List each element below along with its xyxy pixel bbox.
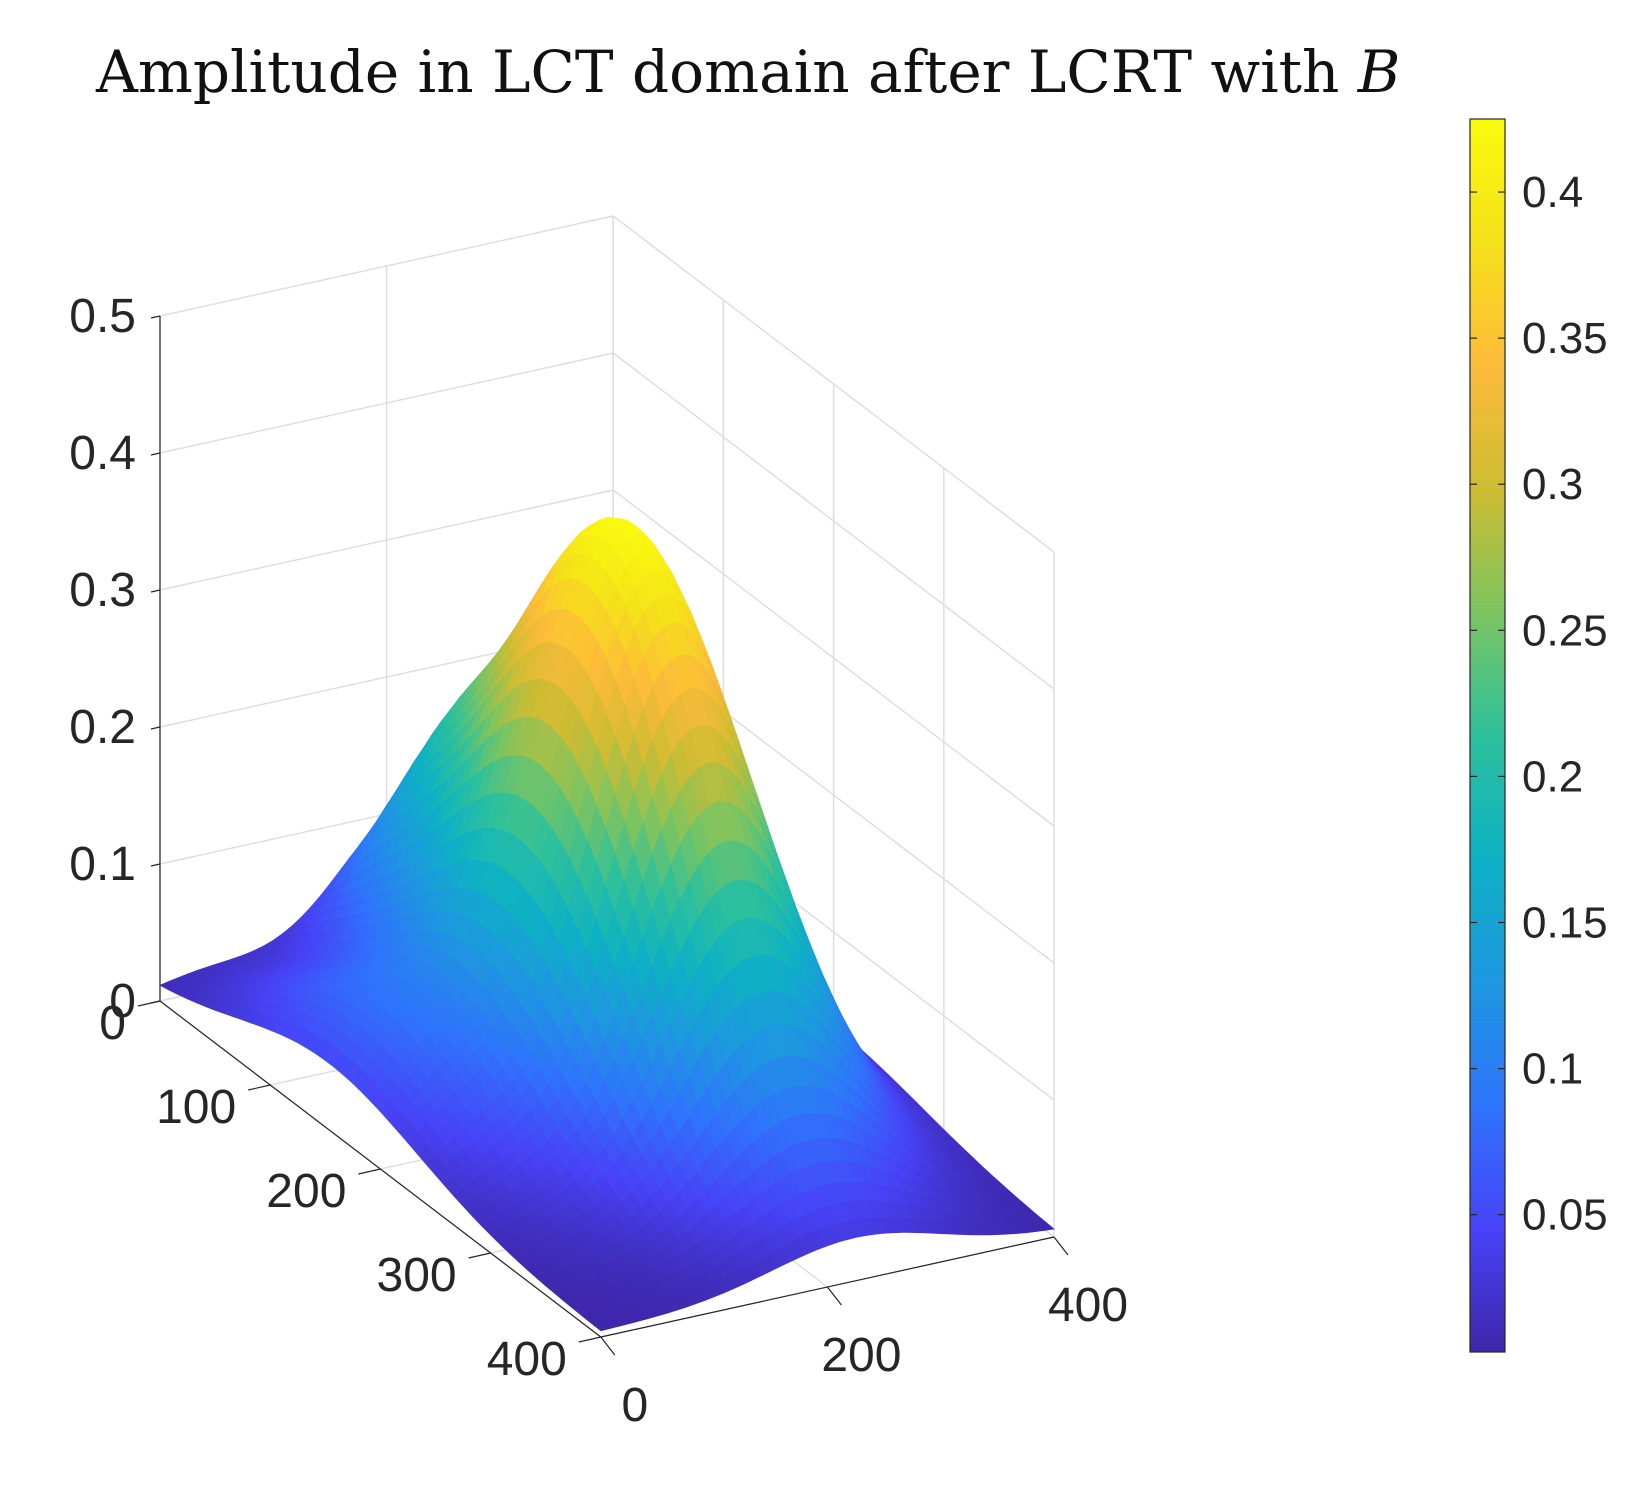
y-axis-tick (137, 1000, 161, 1007)
z-axis-tick (150, 315, 161, 319)
colorbar-tick-label: 0.05 (1522, 1191, 1608, 1240)
colorbar-tick-label: 0.3 (1522, 460, 1583, 509)
surface-patch (591, 1320, 611, 1332)
y-tick-label: 200 (266, 1165, 346, 1218)
y-tick-label: 0 (99, 997, 126, 1050)
x-axis-tick (600, 1336, 616, 1356)
x-tick-label: 0 (621, 1379, 648, 1432)
chart-title-main: Amplitude in LCT domain after LCRT with (95, 38, 1358, 106)
colorbar-gradient (1469, 118, 1506, 1353)
x-tick-label: 200 (821, 1329, 901, 1382)
y-tick-label: 400 (487, 1333, 567, 1386)
z-axis-tick (150, 452, 161, 456)
y-axis-tick (578, 1336, 601, 1343)
z-tick-label: 0.5 (69, 290, 136, 343)
colorbar-tick-label: 0.1 (1522, 1045, 1583, 1094)
z-tick-label: 0.4 (69, 427, 136, 480)
axes-ticks: 0 0.1 0.2 0.3 0.4 0.5 0 100 200 300 400 0 200 400 (69, 290, 1128, 1432)
y-axis-tick (248, 1084, 271, 1091)
x-axis-tick (1053, 1236, 1069, 1256)
z-tick-label: 0.2 (69, 701, 136, 754)
colorbar-tick-label: 0.25 (1522, 606, 1608, 655)
z-tick-label: 0.3 (69, 564, 136, 617)
y-tick-label: 100 (156, 1081, 236, 1134)
y-axis-tick (358, 1168, 381, 1175)
colorbar-tick-label: 0.4 (1522, 168, 1583, 217)
x-tick-label: 400 (1048, 1279, 1128, 1332)
z-tick-label: 0.1 (69, 838, 136, 891)
colorbar-tick-label: 0.15 (1522, 898, 1608, 947)
z-axis-tick (150, 589, 161, 593)
z-axis-tick (150, 863, 161, 867)
z-tick-label: 0 (109, 975, 136, 1028)
colorbar-ticks: 0.05 0.1 0.15 0.2 0.25 0.3 0.35 0.4 (1470, 168, 1608, 1240)
y-axis-tick (468, 1252, 491, 1259)
colorbar: 0.05 0.1 0.15 0.2 0.25 0.3 0.35 0.4 (1469, 118, 1608, 1353)
colorbar-tick-label: 0.2 (1522, 752, 1583, 801)
colorbar-tick-label: 0.35 (1522, 314, 1608, 363)
z-axis-tick (150, 726, 161, 730)
chart-title: Amplitude in LCT domain after LCRT with … (95, 38, 1400, 106)
x-axis-tick (826, 1286, 842, 1306)
chart-title-variable: B (1357, 38, 1401, 106)
surface-plot (159, 517, 1055, 1332)
y-tick-label: 300 (377, 1249, 457, 1302)
